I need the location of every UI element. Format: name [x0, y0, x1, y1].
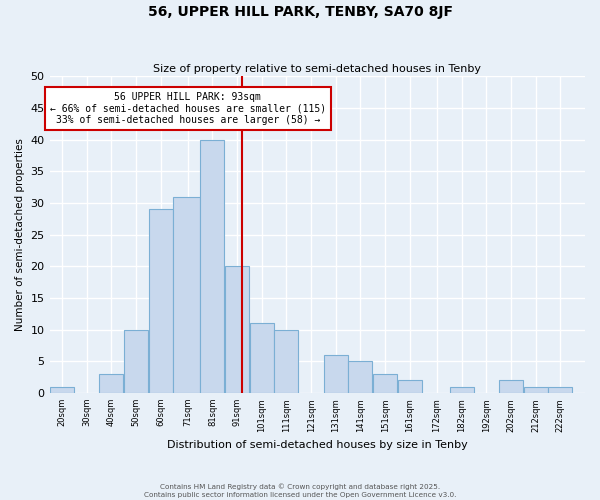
Bar: [398, 380, 422, 393]
Bar: [524, 386, 548, 393]
Bar: [499, 380, 523, 393]
Bar: [173, 196, 200, 393]
Bar: [548, 386, 572, 393]
Y-axis label: Number of semi-detached properties: Number of semi-detached properties: [15, 138, 25, 331]
Bar: [373, 374, 397, 393]
Bar: [200, 140, 224, 393]
Text: 56 UPPER HILL PARK: 93sqm
← 66% of semi-detached houses are smaller (115)
33% of: 56 UPPER HILL PARK: 93sqm ← 66% of semi-…: [50, 92, 326, 125]
Bar: [50, 386, 74, 393]
Bar: [250, 324, 274, 393]
Bar: [349, 362, 373, 393]
Bar: [324, 355, 348, 393]
Bar: [99, 374, 123, 393]
Title: Size of property relative to semi-detached houses in Tenby: Size of property relative to semi-detach…: [153, 64, 481, 74]
Bar: [124, 330, 148, 393]
X-axis label: Distribution of semi-detached houses by size in Tenby: Distribution of semi-detached houses by …: [167, 440, 467, 450]
Bar: [274, 330, 298, 393]
Text: 56, UPPER HILL PARK, TENBY, SA70 8JF: 56, UPPER HILL PARK, TENBY, SA70 8JF: [148, 5, 452, 19]
Bar: [149, 210, 173, 393]
Bar: [225, 266, 249, 393]
Bar: [449, 386, 473, 393]
Text: Contains HM Land Registry data © Crown copyright and database right 2025.
Contai: Contains HM Land Registry data © Crown c…: [144, 484, 456, 498]
